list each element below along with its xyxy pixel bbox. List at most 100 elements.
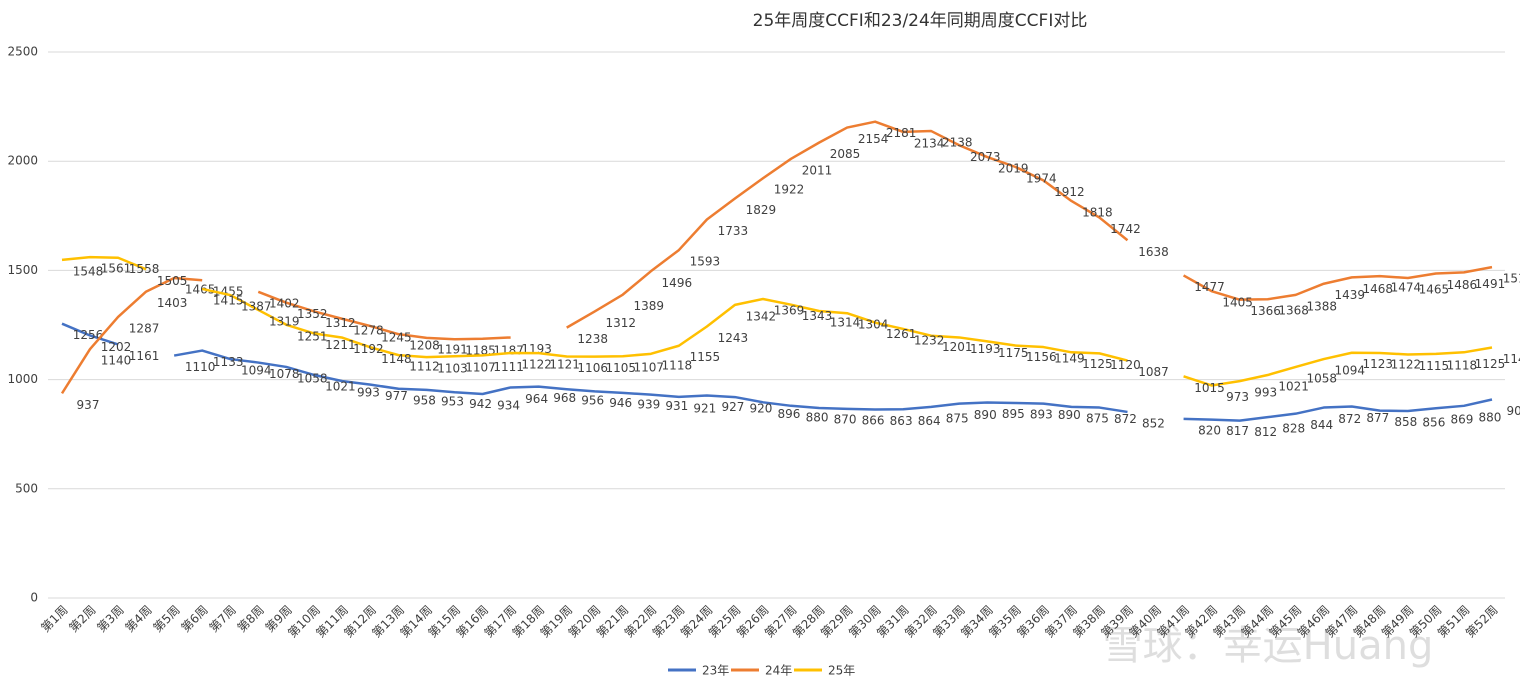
data-label: 1133	[213, 355, 244, 369]
data-label: 1369	[774, 304, 805, 318]
data-label: 880	[806, 410, 829, 424]
data-label: 1922	[774, 183, 805, 197]
data-label: 880	[1479, 410, 1502, 424]
data-label: 1058	[297, 371, 328, 385]
data-label: 1107	[465, 361, 496, 375]
data-label: 890	[974, 408, 997, 422]
data-label: 921	[693, 401, 716, 415]
data-label: 1211	[325, 338, 356, 352]
data-label: 1415	[213, 293, 244, 307]
data-label: 1287	[129, 321, 160, 335]
data-label: 2138	[942, 136, 973, 150]
data-label: 1121	[549, 358, 580, 372]
data-label: 2019	[998, 162, 1029, 176]
data-label: 828	[1282, 422, 1305, 436]
data-label: 909	[1507, 404, 1520, 418]
data-label: 863	[890, 414, 913, 428]
x-tick-label: 第52周	[1463, 603, 1501, 641]
data-label: 1115	[1419, 359, 1450, 373]
data-label: 1201	[942, 340, 973, 354]
data-label: 1106	[577, 361, 608, 375]
data-label: 937	[77, 398, 100, 412]
data-label: 1342	[746, 309, 777, 323]
data-label: 1094	[1334, 364, 1365, 378]
data-label: 1912	[1054, 185, 1085, 199]
data-label: 1468	[1363, 282, 1394, 296]
data-label: 1103	[437, 362, 468, 376]
series-line	[1183, 346, 1493, 387]
y-tick-label: 2000	[7, 154, 38, 168]
data-label: 1312	[605, 316, 636, 330]
data-label: 1110	[185, 360, 216, 374]
data-label: 872	[1338, 412, 1361, 426]
data-label: 1021	[1278, 380, 1309, 394]
data-label: 1455	[213, 285, 244, 299]
data-label: 993	[1254, 386, 1277, 400]
data-label: 1107	[634, 361, 665, 375]
x-tick-label: 第7周	[207, 603, 239, 635]
data-label: 893	[1030, 407, 1053, 421]
data-label: 877	[1366, 411, 1389, 425]
data-label: 1111	[493, 360, 524, 374]
data-label: 1314	[830, 316, 861, 330]
data-label: 1974	[1026, 171, 1057, 185]
data-label: 1403	[157, 296, 188, 310]
data-label: 1312	[325, 316, 356, 330]
data-label: 1388	[1306, 299, 1337, 313]
data-label: 993	[357, 386, 380, 400]
data-label: 1278	[353, 323, 384, 337]
data-label: 946	[609, 396, 632, 410]
data-label: 1261	[886, 327, 917, 341]
data-label: 1015	[1194, 381, 1225, 395]
data-label: 869	[1450, 413, 1473, 427]
data-label: 1122	[521, 357, 552, 371]
data-label: 872	[1114, 412, 1137, 426]
data-label: 2073	[970, 150, 1001, 164]
data-label: 1192	[353, 342, 384, 356]
data-label: 1496	[662, 276, 693, 290]
data-label: 852	[1142, 416, 1165, 430]
series-line	[1183, 398, 1493, 422]
data-label: 1368	[1278, 304, 1309, 318]
data-label: 968	[553, 391, 576, 405]
data-label: 870	[834, 412, 857, 426]
watermark: 雪球：幸运Huang	[1103, 623, 1434, 669]
data-label: 1733	[718, 224, 749, 238]
data-label: 1208	[409, 339, 440, 353]
data-label: 1094	[241, 364, 272, 378]
data-label: 2011	[802, 163, 833, 177]
data-label: 890	[1058, 408, 1081, 422]
data-label: 1486	[1447, 278, 1478, 292]
data-label: 1087	[1138, 365, 1169, 379]
data-label: 817	[1226, 424, 1249, 438]
data-label: 942	[469, 397, 492, 411]
data-label: 1149	[1054, 352, 1085, 366]
data-label: 1120	[1110, 358, 1141, 372]
data-label: 812	[1254, 425, 1277, 439]
x-tick-label: 第4周	[122, 603, 154, 635]
data-label: 1156	[1026, 350, 1057, 364]
data-label: 953	[441, 394, 464, 408]
series-line	[257, 290, 511, 341]
data-label: 934	[497, 399, 520, 413]
data-label: 1593	[690, 255, 721, 269]
data-label: 1118	[1447, 358, 1478, 372]
series-line	[566, 120, 1129, 329]
legend-label: 25年	[828, 664, 855, 678]
data-label: 1561	[101, 262, 132, 276]
data-label: 1161	[129, 349, 160, 363]
data-label: 844	[1310, 418, 1333, 432]
data-label: 1125	[1475, 357, 1506, 371]
data-label: 1319	[269, 314, 300, 328]
data-label: 2085	[830, 147, 861, 161]
data-label: 895	[1002, 407, 1025, 421]
data-label: 1021	[325, 380, 356, 394]
x-tick-label: 第8周	[235, 603, 267, 635]
series-line	[61, 255, 147, 271]
legend-label: 24年	[765, 664, 792, 678]
chart-title: 25年周度CCFI和23/24年同期周度CCFI对比	[753, 11, 1088, 31]
data-label: 1193	[970, 342, 1001, 356]
data-label: 1155	[690, 350, 721, 364]
